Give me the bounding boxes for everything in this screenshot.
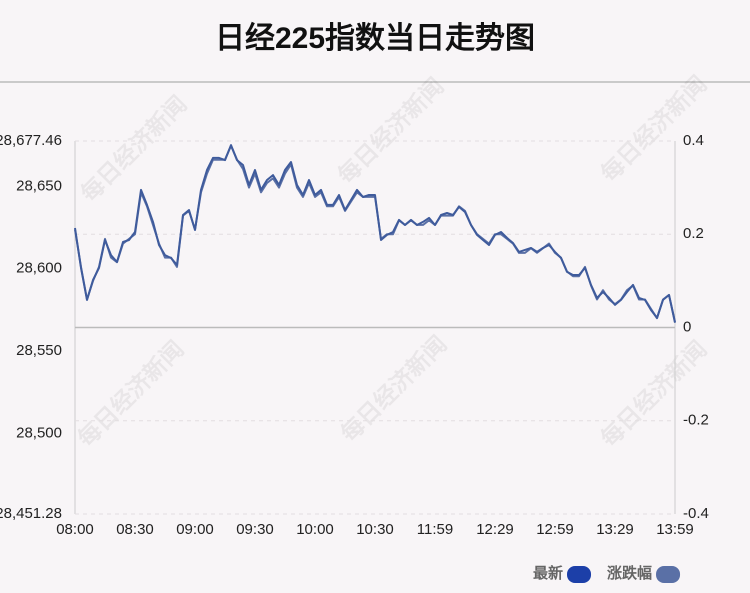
x-tick-label: 13:59 bbox=[656, 521, 694, 538]
x-tick-label: 10:00 bbox=[296, 521, 334, 538]
legend-label: 最新 bbox=[533, 564, 563, 582]
legend-label: 涨跌幅 bbox=[607, 564, 652, 582]
y-tick-label: 28,500 bbox=[16, 425, 62, 442]
y-tick-label: 28,650 bbox=[16, 177, 62, 194]
y-tick-label: 28,550 bbox=[16, 342, 62, 359]
x-tick-label: 08:30 bbox=[116, 521, 154, 538]
x-tick-label: 12:59 bbox=[536, 521, 574, 538]
y-tick-label: 28,677.46 bbox=[0, 132, 62, 149]
legend-item: 最新 bbox=[533, 564, 592, 583]
y2-tick-label: 0 bbox=[683, 318, 691, 335]
y2-tick-label: -0.2 bbox=[683, 412, 709, 429]
watermark: 每日经济新闻 bbox=[333, 73, 449, 189]
series-line bbox=[74, 144, 676, 323]
watermark: 每日经济新闻 bbox=[596, 336, 712, 452]
x-tick-label: 09:30 bbox=[236, 521, 274, 538]
y2-tick-label: 0.4 bbox=[683, 132, 704, 149]
y-tick-label: 28,600 bbox=[16, 260, 62, 277]
x-tick-label: 11:59 bbox=[417, 521, 453, 538]
watermark: 每日经济新闻 bbox=[336, 331, 452, 447]
x-tick-label: 10:30 bbox=[356, 521, 394, 538]
y2-tick-label: 0.2 bbox=[683, 225, 704, 242]
legend-swatch bbox=[567, 566, 592, 583]
legend-item: 涨跌幅 bbox=[607, 564, 681, 583]
x-tick-label: 08:00 bbox=[56, 521, 94, 538]
watermark: 每日经济新闻 bbox=[73, 336, 189, 452]
x-tick-label: 13:29 bbox=[596, 521, 634, 538]
legend-swatch bbox=[656, 566, 681, 583]
x-tick-label: 09:00 bbox=[176, 521, 214, 538]
watermark: 每日经济新闻 bbox=[596, 71, 712, 187]
y-tick-label: 28,451.28 bbox=[0, 505, 62, 522]
watermark: 每日经济新闻 bbox=[76, 91, 192, 207]
y2-tick-label: -0.4 bbox=[683, 505, 709, 522]
chart-title: 日经225指数当日走势图 bbox=[215, 21, 535, 55]
x-tick-label: 12:29 bbox=[476, 521, 514, 538]
watermarks: 每日经济新闻 每日经济新闻 每日经济新闻 每日经济新闻 每日经济新闻 每日经济新… bbox=[73, 71, 712, 452]
